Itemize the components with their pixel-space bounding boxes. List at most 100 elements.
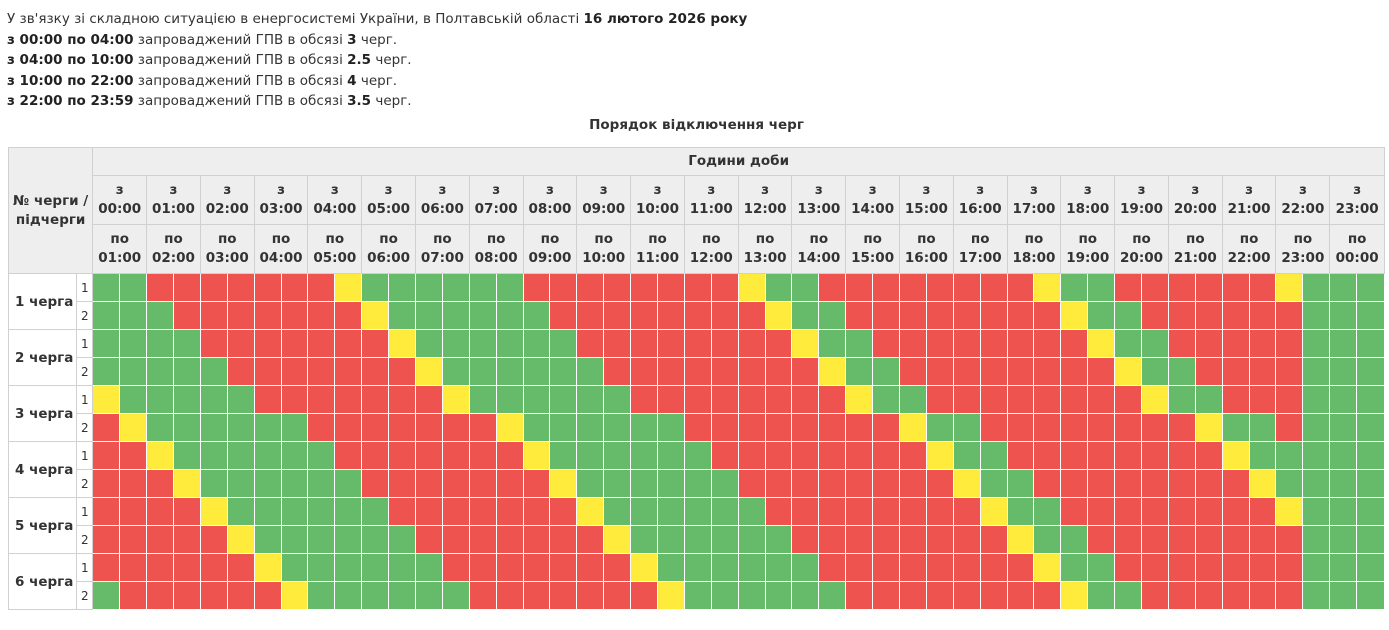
power-on-cell (199, 385, 228, 414)
from-word: з (1353, 182, 1362, 198)
possible-outage-cell (576, 497, 605, 526)
possible-outage-cell (845, 385, 874, 414)
power-on-cell (1033, 497, 1062, 526)
power-on-cell (361, 273, 390, 302)
power-on-cell (1167, 357, 1196, 386)
hour-to-time: 18:00 (1012, 250, 1056, 266)
power-on-cell (710, 497, 739, 526)
outage-cell (1141, 413, 1169, 442)
from-word: з (330, 182, 339, 198)
power-on-cell (388, 273, 416, 302)
hour-to-time: 04:00 (259, 250, 303, 266)
outage-cell (280, 273, 309, 302)
power-on-cell (468, 301, 497, 330)
outage-cell (1033, 441, 1062, 470)
outage-cell (818, 273, 847, 302)
power-on-cell (576, 385, 605, 414)
outage-cell (253, 273, 282, 302)
hour-from-time: 21:00 (1227, 201, 1271, 217)
possible-outage-cell (979, 497, 1008, 526)
hour-to-header: по 17:00 (952, 224, 1008, 274)
outage-cell (818, 553, 847, 582)
subqueue-number: 1 (76, 329, 94, 358)
outage-cell (1033, 357, 1062, 386)
hour-to-time: 03:00 (205, 250, 249, 266)
possible-outage-cell (952, 469, 981, 498)
subqueue-number: 1 (76, 553, 94, 582)
outage-cell (845, 581, 874, 610)
notice-headline: У зв'язку зі складною ситуацією в енерго… (7, 9, 747, 30)
subqueue-row: 4 черга 1 (7, 441, 1385, 498)
outage-cell (119, 553, 148, 582)
power-on-cell (683, 497, 712, 526)
period-unit: черг. (356, 31, 398, 48)
to-word: по (1347, 231, 1367, 247)
hour-from-header: з 10:00 (630, 175, 685, 225)
period-range: з 10:00 по 22:00 (7, 72, 134, 89)
to-word: по (164, 231, 183, 247)
outage-cell (226, 581, 255, 610)
power-on-cell (1033, 525, 1062, 554)
power-on-cell (1275, 441, 1304, 470)
outage-cell (603, 301, 632, 330)
power-on-cell (1356, 385, 1385, 414)
power-on-cell (1087, 301, 1116, 330)
outage-cell (1167, 469, 1196, 498)
outage-cell (764, 441, 793, 470)
power-on-cell (1302, 413, 1331, 442)
outage-cell (1167, 525, 1196, 554)
outage-cell (952, 553, 981, 582)
power-on-cell (280, 441, 309, 470)
hour-from-header: з 21:00 (1221, 175, 1277, 225)
power-on-cell (549, 413, 578, 442)
outage-cell (1194, 301, 1223, 330)
possible-outage-cell (1248, 469, 1277, 498)
power-on-cell (361, 525, 390, 554)
outage-cell (146, 497, 174, 526)
subqueue-number: 2 (76, 525, 94, 554)
power-on-cell (226, 497, 255, 526)
hour-to-time: 10:00 (582, 250, 626, 266)
outage-cell (683, 357, 712, 386)
hour-to-time: 08:00 (474, 250, 518, 266)
outage-cell (307, 273, 336, 302)
subqueue-number: 1 (76, 273, 94, 302)
outage-cell (791, 413, 820, 442)
outage-cell (872, 441, 901, 470)
outage-cell (334, 441, 363, 470)
outage-cell (280, 329, 309, 358)
outage-cell (925, 469, 954, 498)
outage-cell (979, 553, 1008, 582)
power-on-cell (764, 273, 793, 302)
outage-cell (1221, 525, 1250, 554)
hour-from-time: 00:00 (98, 201, 142, 217)
power-on-cell (791, 581, 820, 610)
outage-cell (1033, 413, 1062, 442)
queue-column-header: № черги / підчерги (7, 147, 94, 274)
notice-periods: з 00:00 по 04:00 запроваджений ГПВ в обс… (7, 30, 747, 112)
outage-cell (576, 553, 605, 582)
outage-cell (1141, 469, 1169, 498)
outage-cell (603, 273, 632, 302)
possible-outage-cell (549, 469, 578, 498)
outage-cell (119, 581, 148, 610)
power-on-cell (361, 497, 390, 526)
outage-cell (925, 553, 954, 582)
hour-from-time: 22:00 (1281, 201, 1325, 217)
power-on-cell (253, 497, 282, 526)
power-on-cell (334, 553, 363, 582)
from-word: з (1083, 182, 1092, 198)
power-on-cell (495, 357, 524, 386)
outage-cell (414, 413, 443, 442)
outage-cell (899, 469, 927, 498)
power-on-cell (495, 301, 524, 330)
outage-cell (925, 301, 954, 330)
power-on-cell (1302, 525, 1331, 554)
possible-outage-cell (495, 413, 524, 442)
outage-cell (872, 581, 901, 610)
power-on-cell (791, 553, 820, 582)
power-on-cell (334, 497, 363, 526)
outage-cell (441, 553, 470, 582)
possible-outage-cell (1141, 385, 1169, 414)
outage-cell (1006, 553, 1035, 582)
